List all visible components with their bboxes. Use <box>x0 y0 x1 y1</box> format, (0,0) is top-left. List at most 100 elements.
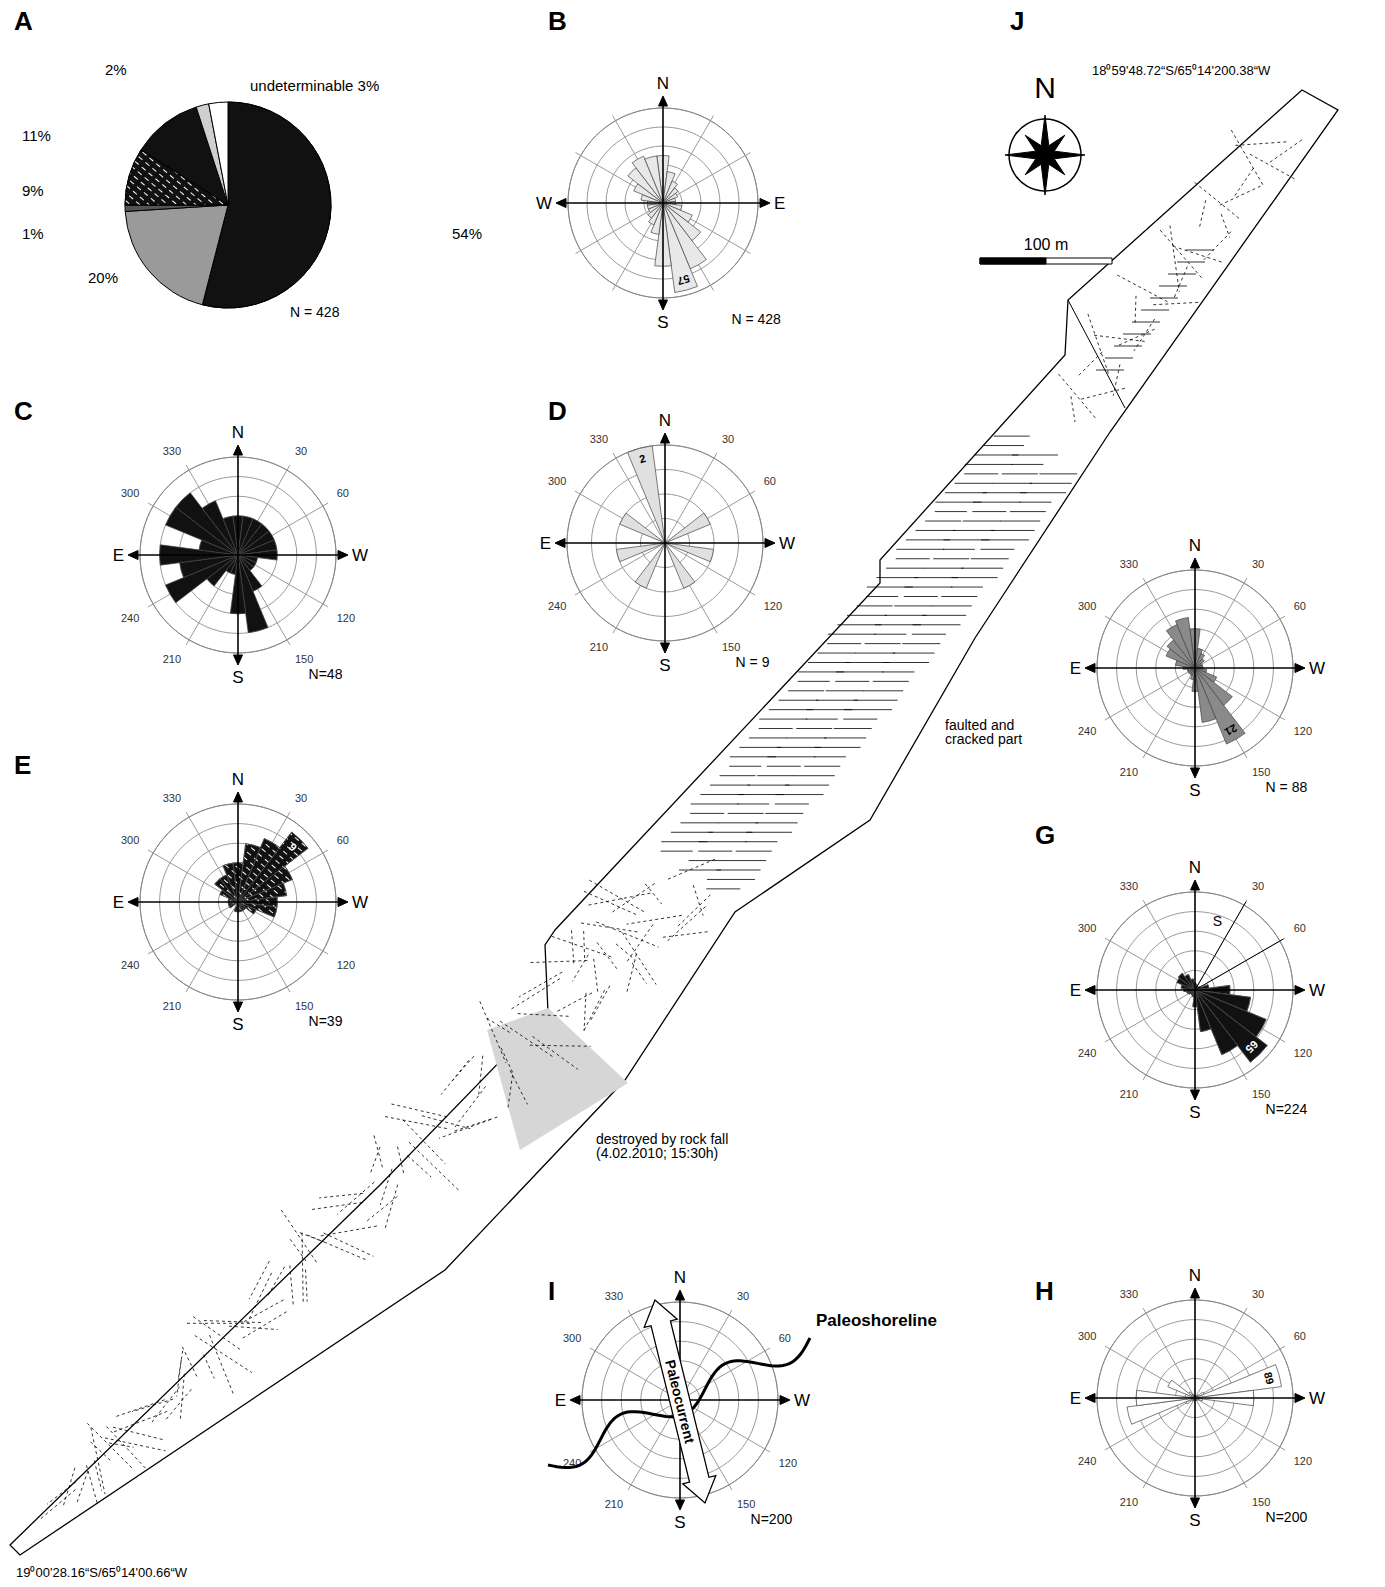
svg-text:S: S <box>657 313 668 332</box>
svg-text:S: S <box>1189 1511 1200 1530</box>
svg-text:E: E <box>113 893 124 912</box>
svg-text:9: 9 <box>287 841 300 854</box>
svg-text:E: E <box>540 534 551 553</box>
svg-text:J: J <box>1010 6 1024 36</box>
svg-text:N = 428: N = 428 <box>731 311 781 327</box>
svg-text:120: 120 <box>337 959 355 971</box>
svg-text:120: 120 <box>764 600 782 612</box>
svg-text:89: 89 <box>1262 1371 1277 1386</box>
svg-text:N=39: N=39 <box>309 1013 343 1029</box>
svg-text:30: 30 <box>295 445 307 457</box>
svg-text:2: 2 <box>638 452 647 465</box>
svg-text:N = 88: N = 88 <box>1266 779 1308 795</box>
svg-text:N=48: N=48 <box>309 666 343 682</box>
svg-text:W: W <box>794 1391 810 1410</box>
svg-text:210: 210 <box>1120 1496 1138 1508</box>
svg-text:E: E <box>1070 981 1081 1000</box>
svg-text:240: 240 <box>1078 1455 1096 1467</box>
svg-text:60: 60 <box>1294 922 1306 934</box>
svg-text:S: S <box>232 668 243 687</box>
svg-text:S: S <box>1213 913 1222 929</box>
svg-text:210: 210 <box>605 1498 623 1510</box>
svg-text:E: E <box>14 750 31 780</box>
svg-text:1%: 1% <box>22 225 44 242</box>
svg-text:(4.02.2010; 15:30h): (4.02.2010; 15:30h) <box>596 1145 718 1161</box>
svg-text:21: 21 <box>1223 722 1240 739</box>
svg-text:30: 30 <box>1252 558 1264 570</box>
svg-text:E: E <box>555 1391 566 1410</box>
svg-text:30: 30 <box>737 1290 749 1302</box>
svg-text:330: 330 <box>163 792 181 804</box>
svg-text:60: 60 <box>1294 600 1306 612</box>
svg-text:240: 240 <box>1078 725 1096 737</box>
svg-text:cracked part: cracked part <box>945 731 1022 747</box>
svg-text:330: 330 <box>1120 558 1138 570</box>
svg-text:210: 210 <box>163 653 181 665</box>
svg-text:60: 60 <box>764 475 776 487</box>
svg-text:W: W <box>352 893 368 912</box>
svg-text:60: 60 <box>337 487 349 499</box>
svg-text:18⁰59'48.72“S/65⁰14'200.38“W: 18⁰59'48.72“S/65⁰14'200.38“W <box>1092 63 1271 78</box>
svg-text:150: 150 <box>1252 1088 1270 1100</box>
svg-text:N: N <box>232 423 244 442</box>
svg-text:120: 120 <box>337 612 355 624</box>
svg-text:N: N <box>674 1268 686 1287</box>
svg-text:57: 57 <box>676 273 691 288</box>
svg-text:150: 150 <box>1252 1496 1270 1508</box>
svg-text:60: 60 <box>779 1332 791 1344</box>
svg-text:N=200: N=200 <box>1266 1509 1308 1525</box>
svg-text:N: N <box>1189 536 1201 555</box>
svg-text:120: 120 <box>1294 1047 1312 1059</box>
svg-text:I: I <box>548 1276 555 1306</box>
svg-text:N: N <box>1189 1266 1201 1285</box>
svg-text:G: G <box>1035 820 1055 850</box>
svg-text:100 m: 100 m <box>1024 236 1068 253</box>
svg-text:Paleocurrent: Paleocurrent <box>662 1358 698 1445</box>
svg-text:S: S <box>1189 1103 1200 1122</box>
svg-text:A: A <box>14 6 33 36</box>
svg-text:330: 330 <box>590 433 608 445</box>
svg-text:150: 150 <box>295 1000 313 1012</box>
svg-text:240: 240 <box>548 600 566 612</box>
svg-text:S: S <box>1189 781 1200 800</box>
svg-text:2%: 2% <box>105 61 127 78</box>
svg-text:D: D <box>548 396 567 426</box>
svg-text:210: 210 <box>1120 766 1138 778</box>
svg-text:240: 240 <box>121 612 139 624</box>
svg-text:N=200: N=200 <box>751 1511 793 1527</box>
svg-text:W: W <box>1309 981 1325 1000</box>
svg-text:65: 65 <box>1243 1038 1260 1055</box>
svg-text:330: 330 <box>163 445 181 457</box>
svg-text:N = 9: N = 9 <box>736 654 770 670</box>
svg-text:30: 30 <box>1252 880 1264 892</box>
svg-text:Paleoshoreline: Paleoshoreline <box>816 1311 937 1330</box>
svg-text:300: 300 <box>1078 600 1096 612</box>
svg-text:120: 120 <box>779 1457 797 1469</box>
svg-text:S: S <box>674 1513 685 1532</box>
svg-text:30: 30 <box>295 792 307 804</box>
svg-text:150: 150 <box>1252 766 1270 778</box>
svg-text:E: E <box>1070 659 1081 678</box>
svg-text:E: E <box>1070 1389 1081 1408</box>
svg-text:330: 330 <box>1120 880 1138 892</box>
svg-text:undeterminable 3%: undeterminable 3% <box>250 77 379 94</box>
svg-text:W: W <box>352 546 368 565</box>
svg-text:54%: 54% <box>452 225 482 242</box>
svg-text:60: 60 <box>1294 1330 1306 1342</box>
svg-text:240: 240 <box>1078 1047 1096 1059</box>
svg-text:240: 240 <box>121 959 139 971</box>
svg-text:N: N <box>1189 858 1201 877</box>
svg-text:60: 60 <box>337 834 349 846</box>
svg-text:300: 300 <box>563 1332 581 1344</box>
svg-text:C: C <box>14 396 33 426</box>
svg-text:120: 120 <box>1294 1455 1312 1467</box>
svg-text:330: 330 <box>605 1290 623 1302</box>
svg-text:H: H <box>1035 1276 1054 1306</box>
svg-text:120: 120 <box>1294 725 1312 737</box>
svg-text:S: S <box>232 1015 243 1034</box>
svg-text:300: 300 <box>1078 922 1096 934</box>
svg-text:N: N <box>657 74 669 93</box>
svg-text:B: B <box>548 6 567 36</box>
svg-text:210: 210 <box>1120 1088 1138 1100</box>
svg-text:E: E <box>113 546 124 565</box>
